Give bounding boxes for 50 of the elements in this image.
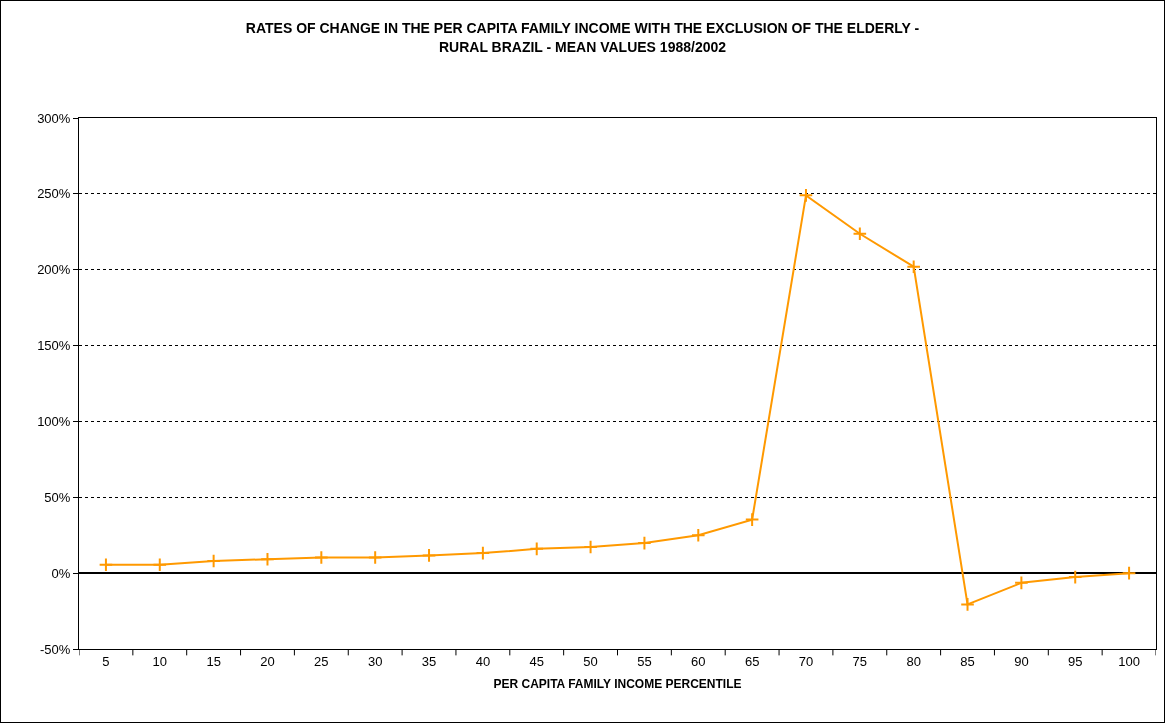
point	[583, 539, 598, 555]
x-tick-label: 40	[475, 653, 491, 669]
point	[529, 541, 545, 557]
point	[152, 557, 168, 573]
point	[367, 550, 383, 565]
point	[421, 548, 437, 563]
x-tick-label: 55	[637, 653, 652, 669]
x-tick-label: 60	[691, 653, 706, 669]
point	[960, 597, 975, 612]
x-tick-label: 45	[529, 653, 544, 669]
point	[1014, 575, 1029, 591]
point	[637, 535, 652, 551]
x-tick-label: 50	[583, 653, 598, 669]
x-tick-label: 80	[906, 653, 921, 669]
x-axis-title: PER CAPITA FAMILY INCOME PERCENTILE	[493, 677, 742, 692]
chart-title: RATES OF CHANGE IN THE PER CAPITA FAMILY INCOME WITH THE EXCLUSION OF THE ELDERLY - RURAL BRAZIL - MEAN VALUES 1988/2002	[245, 20, 920, 55]
x-tick-label: 95	[1068, 653, 1083, 669]
y-tick-label: 250%	[37, 186, 71, 202]
y-tick-label: 50%	[44, 489, 71, 505]
y-tick-label: 150%	[37, 338, 71, 354]
point	[1067, 569, 1083, 585]
x-tick-label: 20	[260, 653, 275, 669]
point	[475, 545, 491, 561]
point	[798, 188, 814, 203]
x-tick-label: 35	[421, 653, 437, 669]
y-tick-label: 200%	[37, 262, 71, 278]
y-tick-label: 0%	[51, 565, 71, 581]
point	[1121, 565, 1137, 581]
x-tick-label: 100	[1118, 653, 1140, 669]
y-tick-label: -50%	[40, 641, 71, 657]
y-tick-label: 300%	[37, 110, 71, 126]
x-tick-label: 75	[852, 653, 868, 669]
point	[314, 550, 329, 565]
x-tick-label: 5	[102, 653, 110, 669]
x-tick-label: 25	[314, 653, 329, 669]
point	[260, 551, 275, 567]
x-tick-label: 10	[152, 653, 168, 669]
point	[690, 527, 706, 543]
point	[98, 557, 114, 573]
point	[206, 553, 221, 569]
x-tick-label: 65	[744, 653, 760, 669]
x-tick-label: 15	[206, 653, 221, 669]
x-tick-label: 30	[367, 653, 383, 669]
point	[744, 512, 760, 527]
y-tick-label: 100%	[37, 413, 71, 429]
point	[852, 226, 868, 242]
x-tick-label: 70	[798, 653, 814, 669]
x-tick-label: 85	[960, 653, 975, 669]
point	[906, 259, 921, 274]
x-tick-label: 90	[1014, 653, 1029, 669]
